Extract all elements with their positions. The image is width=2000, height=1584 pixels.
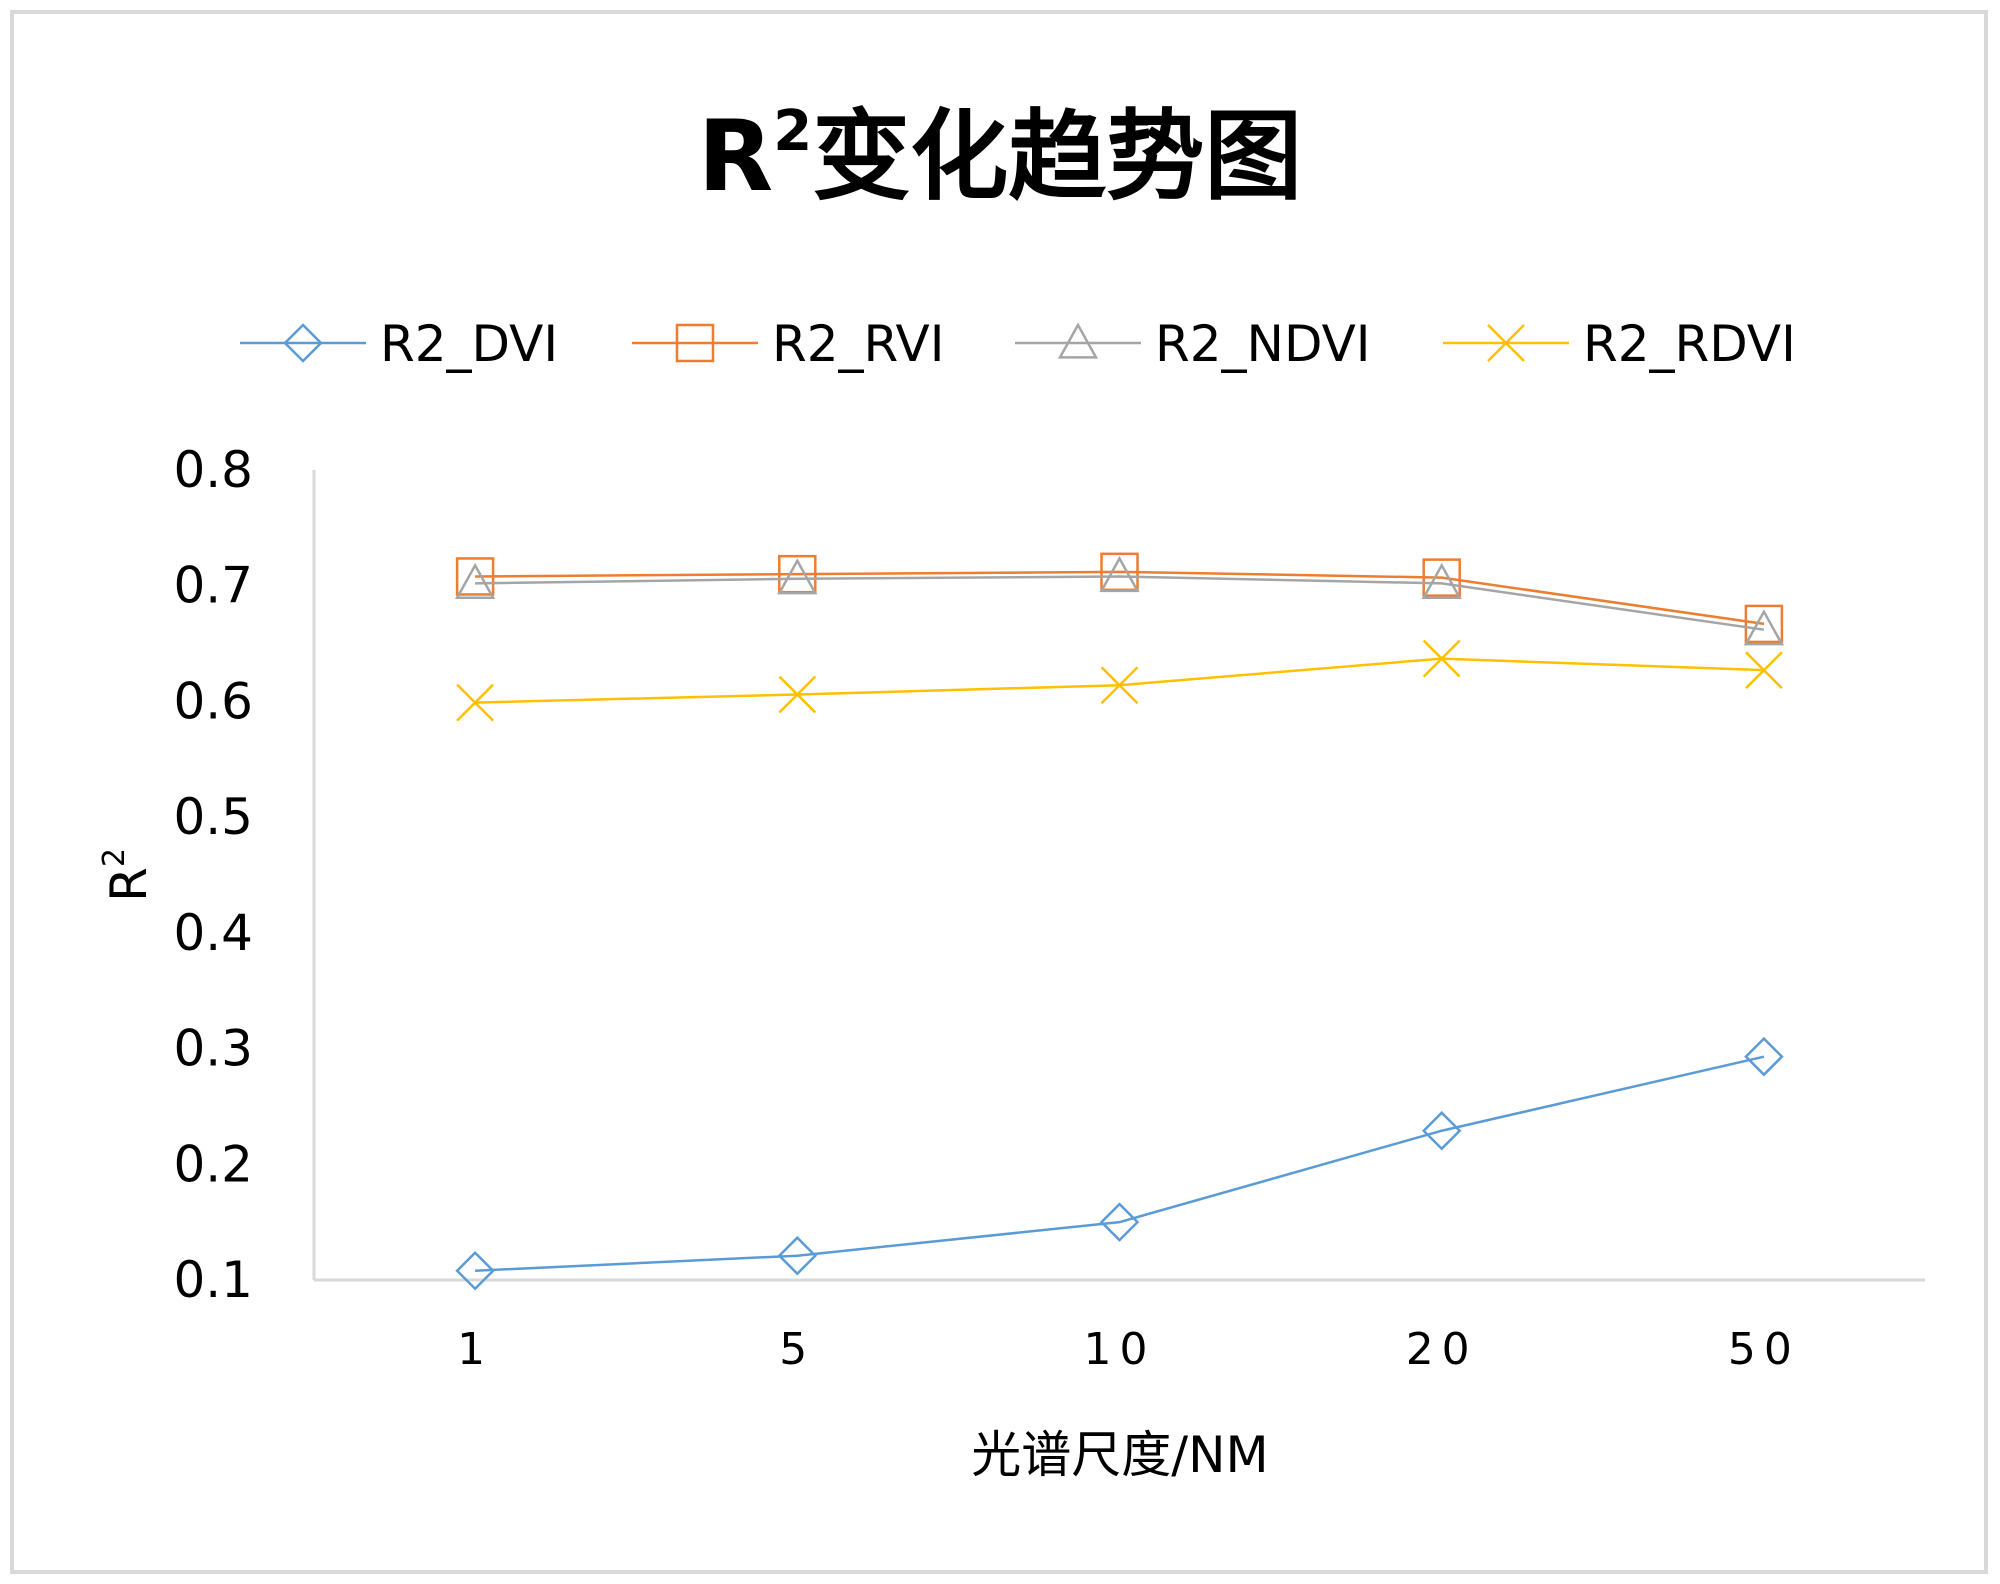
legend-label: R2_RDVI — [1583, 315, 1796, 373]
data-point — [777, 558, 818, 595]
series-line — [475, 570, 1765, 626]
y-tick-label: 0.3 — [173, 1020, 253, 1078]
series-r2-rvi — [455, 552, 1784, 644]
legend-marker — [283, 323, 323, 363]
x-tick-label: 5 — [779, 1324, 815, 1375]
legend-label: R2_RVI — [772, 315, 945, 373]
y-tick-label: 0.2 — [173, 1135, 253, 1193]
data-point — [456, 683, 494, 722]
series-line — [475, 575, 1765, 631]
data-point — [778, 675, 817, 714]
data-point — [1421, 1110, 1462, 1151]
data-point — [454, 562, 496, 600]
data-point — [1099, 555, 1140, 593]
series-line — [475, 1055, 1765, 1272]
data-point — [455, 557, 495, 596]
data-point — [1743, 609, 1785, 646]
x-tick-label: 1 — [457, 1324, 493, 1375]
legend-marker — [675, 323, 715, 363]
data-point — [777, 1235, 818, 1276]
y-tick-label: 0.6 — [173, 672, 253, 730]
y-tick-label: 0.8 — [173, 441, 253, 499]
data-point — [455, 1250, 495, 1291]
legend-marker — [1057, 322, 1099, 359]
series-line — [475, 657, 1764, 704]
legend-label: R2_NDVI — [1155, 315, 1371, 373]
data-point — [1745, 651, 1783, 690]
y-tick-label: 0.5 — [173, 788, 253, 846]
x-tick-label: 10 — [1084, 1324, 1156, 1375]
y-axis-title: R2 — [97, 848, 158, 902]
data-point — [1099, 1202, 1140, 1242]
x-tick-label: 50 — [1728, 1324, 1800, 1375]
series-r2-rdvi — [456, 639, 1783, 722]
y-tick-labels: 0.1 0.2 0.3 0.4 0.5 0.6 0.7 0.8 — [173, 441, 253, 1309]
legend-item: R2_DVI — [240, 315, 558, 373]
data-point — [1422, 639, 1461, 678]
series-layer — [454, 552, 1785, 1291]
y-tick-label: 0.1 — [173, 1251, 253, 1309]
legend: R2_DVI R2_RVI R2_NDVI R2_RDVI — [240, 315, 1796, 373]
legend-item: R2_NDVI — [1015, 315, 1371, 373]
legend-label: R2_DVI — [380, 315, 558, 373]
data-point — [1100, 666, 1139, 705]
data-point — [1421, 562, 1462, 600]
chart-frame — [10, 10, 1988, 1574]
x-tick-label: 20 — [1406, 1324, 1478, 1375]
legend-item: R2_RDVI — [1443, 315, 1796, 373]
x-tick-labels: 1 5 10 20 50 — [457, 1324, 1800, 1375]
chart-title: R2变化趋势图 — [698, 99, 1302, 214]
series-r2-ndvi — [454, 555, 1785, 646]
data-point — [1744, 604, 1784, 644]
legend-marker — [1487, 324, 1525, 362]
x-axis-title: 光谱尺度/NM — [971, 1426, 1268, 1484]
data-point — [1744, 1036, 1784, 1077]
data-point — [1422, 558, 1461, 597]
series-r2-dvi — [455, 1036, 1784, 1291]
legend-item: R2_RVI — [632, 315, 945, 373]
y-tick-label: 0.4 — [173, 904, 253, 962]
y-tick-label: 0.7 — [173, 557, 253, 615]
